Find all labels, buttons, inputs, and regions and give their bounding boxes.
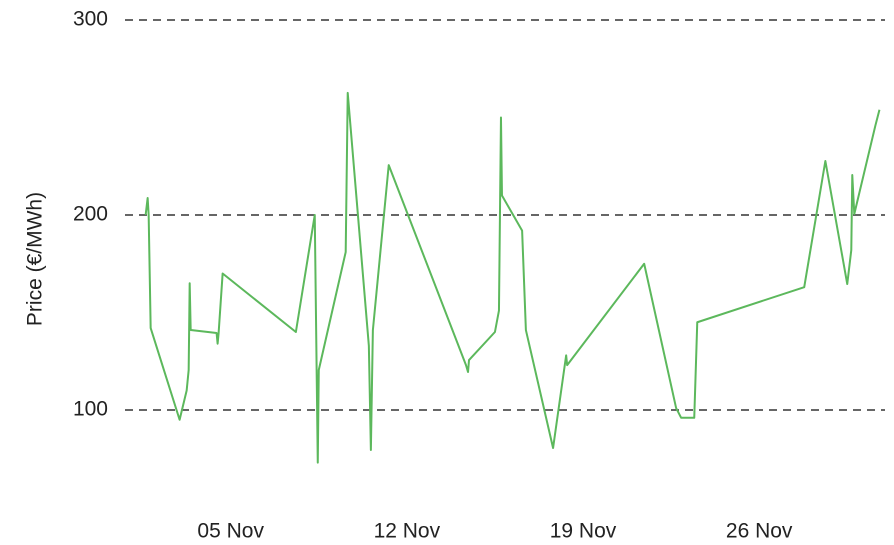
x-tick-label: 26 Nov [726, 520, 793, 543]
x-tick-label: 05 Nov [197, 520, 264, 543]
x-tick-label: 19 Nov [550, 520, 617, 543]
y-axis-label: Price (€/MWh) [24, 192, 47, 326]
price-line [144, 91, 881, 464]
x-tick-label: 12 Nov [374, 520, 441, 543]
y-tick-label: 100 [73, 398, 108, 421]
y-tick-label: 300 [73, 8, 108, 31]
y-tick-label: 200 [73, 203, 108, 226]
